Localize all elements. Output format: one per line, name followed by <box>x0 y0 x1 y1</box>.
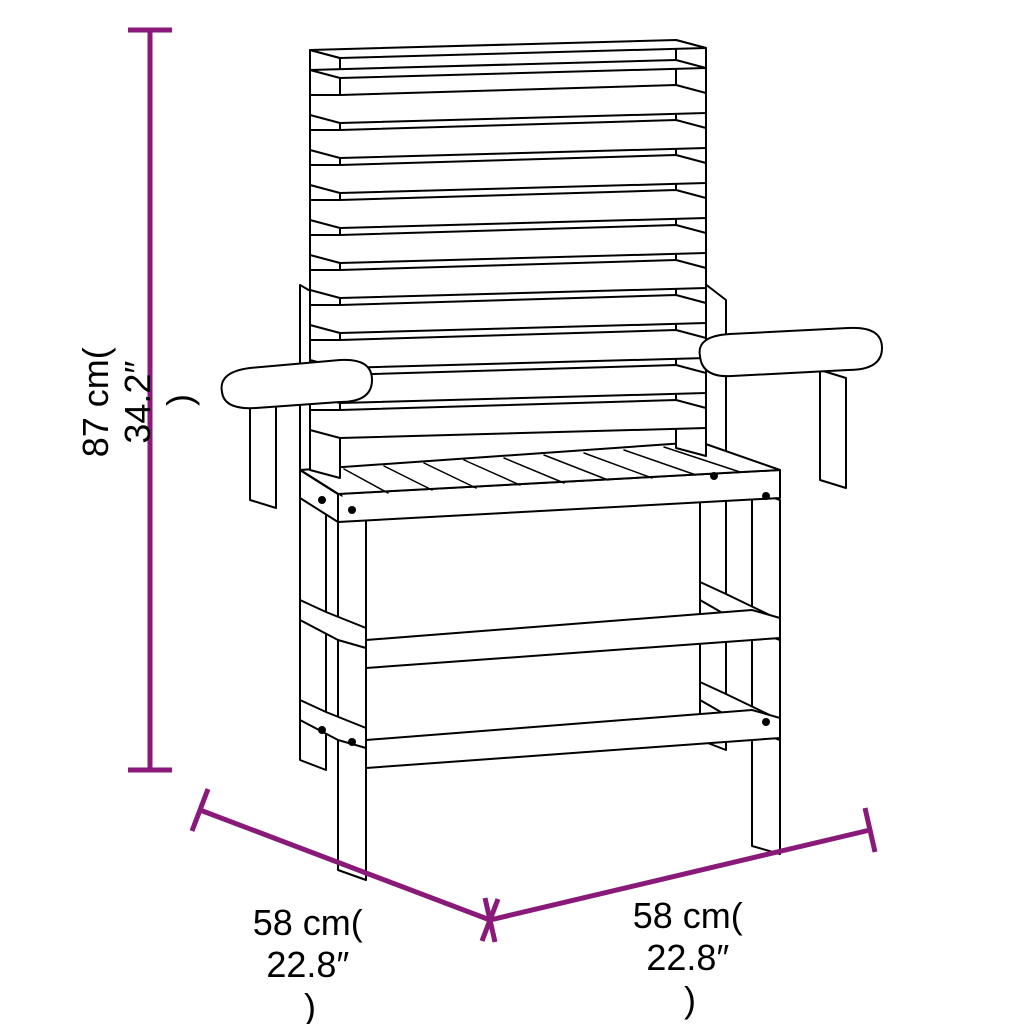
depth-label-2: 22.8″ <box>266 944 349 985</box>
armrest-right <box>700 328 882 376</box>
height-label-2: 34.2″ <box>117 361 158 444</box>
svg-text:58 cm( 22.8″ ): 58 cm( 22.8″ ) <box>253 902 367 1024</box>
width-label-3: ) <box>684 979 696 1020</box>
height-label-1: 87 cm( <box>75 347 116 457</box>
width-label-1: 58 cm( <box>633 895 743 936</box>
width-label-2: 22.8″ <box>646 937 729 978</box>
svg-text:58 cm( 22.8″ ): 58 cm( 22.8″ ) <box>633 895 747 1020</box>
armrest-left <box>222 360 372 408</box>
diagram-canvas: 87 cm( 34.2″ ) 58 cm( 22.8″ ) 58 cm( 22.… <box>0 0 1024 1024</box>
chair-drawing <box>222 40 882 880</box>
depth-label-3: ) <box>304 986 316 1024</box>
depth-label-1: 58 cm( <box>253 902 363 943</box>
height-label-3: ) <box>159 394 200 406</box>
svg-text:87 cm( 34.2″ ): 87 cm( 34.2″ ) <box>75 343 200 457</box>
